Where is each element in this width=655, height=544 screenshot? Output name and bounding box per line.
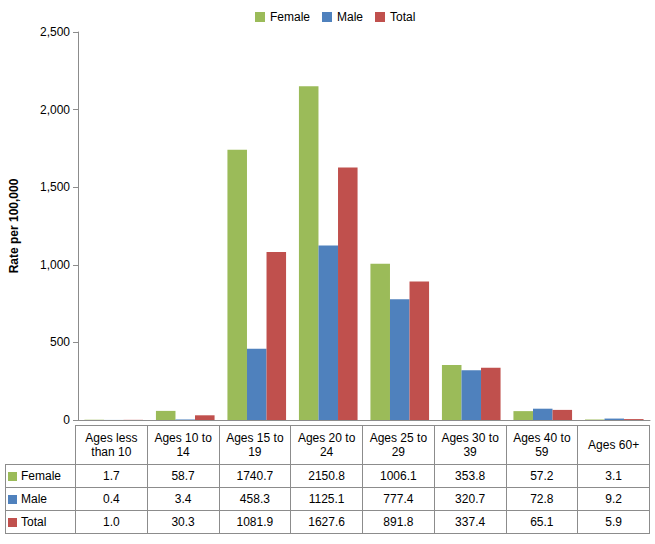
svg-text:2,000: 2,000 [40,103,70,117]
html-text:3.1: 3.1 [605,469,622,483]
html-text:Ages less than 10: Ages less than 10 [85,431,138,459]
svg-text:500: 500 [50,335,70,349]
html-text:458.3: 458.3 [239,492,270,506]
html-text:Female: Female [21,469,61,483]
html-text:5.9: 5.9 [605,515,622,529]
html-text:1125.1: 1125.1 [308,492,345,506]
html-text:Ages 20 to 24: Ages 20 to 24 [297,431,356,459]
html-text:9.2: 9.2 [605,492,622,506]
html-text:Total: Total [21,515,47,529]
svg-text:1,500: 1,500 [40,180,70,194]
html-text:Ages 15 to 19: Ages 15 to 19 [226,431,284,459]
svg-text:Total: Total [390,10,415,24]
html-text:Ages 40 to 59: Ages 40 to 59 [513,431,571,459]
html-text:320.7: 320.7 [455,492,486,506]
html-text:1006.1: 1006.1 [380,469,417,483]
html-text:1627.6: 1627.6 [308,515,345,529]
svg-text:0: 0 [63,413,70,426]
svg-text:1,000: 1,000 [40,258,70,272]
svg-text:Male: Male [337,10,363,24]
html-text:Male: Male [21,492,47,506]
html-text:65.1: 65.1 [530,515,554,529]
html-text:353.8: 353.8 [455,469,486,483]
html-text:72.8: 72.8 [530,492,554,506]
html-text:337.4: 337.4 [455,515,486,529]
html-text:2150.8: 2150.8 [308,469,345,483]
html-text:1.0: 1.0 [103,515,120,529]
html-text:3.4: 3.4 [174,492,192,506]
html-text:30.3: 30.3 [171,515,195,529]
html-text:Ages 30 to 39: Ages 30 to 39 [441,431,499,459]
html-text:0.4: 0.4 [103,492,120,506]
svg-text:Female: Female [270,10,310,24]
svg-text:Rate per 100,000: Rate per 100,000 [7,178,21,273]
html-text:Ages 60+: Ages 60+ [588,438,640,452]
html-text:777.4: 777.4 [383,492,414,506]
html-text:Ages 10 to 14: Ages 10 to 14 [154,431,212,459]
html-text:891.8: 891.8 [383,515,414,529]
html-text:1081.9: 1081.9 [236,515,274,529]
html-text:1740.7: 1740.7 [236,469,274,483]
html-text:57.2: 57.2 [530,469,554,483]
html-text:58.7: 58.7 [171,469,195,483]
svg-text:2,500: 2,500 [40,25,70,39]
html-text:1.7: 1.7 [103,469,120,483]
html-text:Ages 25 to 29: Ages 25 to 29 [369,431,428,459]
